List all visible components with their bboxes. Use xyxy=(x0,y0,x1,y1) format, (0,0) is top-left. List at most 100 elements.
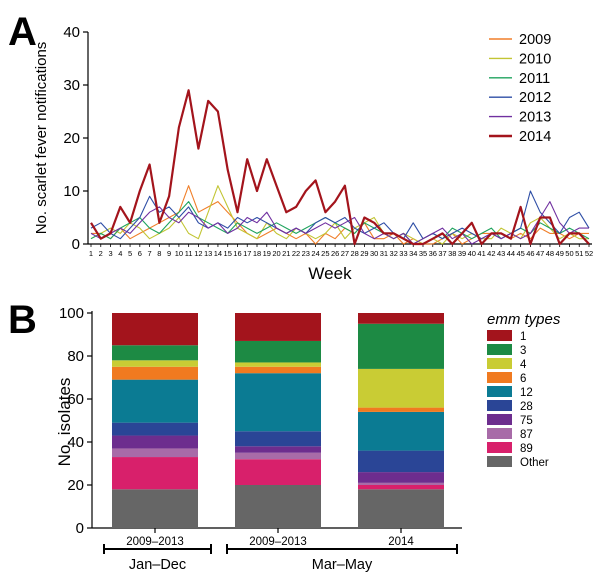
panel-a-x-tick-label: 16 xyxy=(233,249,241,258)
legend-label-3: 3 xyxy=(520,345,526,357)
panel-b-y-tick-label: 0 xyxy=(76,520,84,537)
bar-segment-75 xyxy=(358,472,444,483)
panel-a-y-axis-title: No. scarlet fever notifications xyxy=(33,42,50,235)
bar-segment-89 xyxy=(112,457,198,490)
bar-segment-87 xyxy=(358,482,444,485)
panel-a-x-tick-label: 46 xyxy=(526,249,534,258)
panel-a-x-tick-label: 31 xyxy=(380,249,388,258)
panel-a-x-axis-title: Week xyxy=(308,264,352,283)
panel-a-x-tick-label: 37 xyxy=(438,249,446,258)
bar-segment-1 xyxy=(235,313,321,341)
legend-label-2012: 2012 xyxy=(519,90,551,106)
legend-label-1: 1 xyxy=(520,331,526,343)
panel-a-x-tick-label: 21 xyxy=(282,249,290,258)
panel-a-x-tick-label: 25 xyxy=(321,249,329,258)
panel-a-x-tick-label: 30 xyxy=(370,249,378,258)
panel-a-x-tick-label: 2 xyxy=(99,249,103,258)
panel-a-legend: 2009 2010 2011 2012 2013 2014 xyxy=(489,32,551,145)
bar-segment-6 xyxy=(358,407,444,412)
panel-a-x-tick-label: 14 xyxy=(214,249,222,258)
bar-segment-4 xyxy=(235,362,321,367)
panel-a-x-tick-label: 5 xyxy=(128,249,132,258)
panel-a-x-tick-label: 10 xyxy=(175,249,183,258)
panel-a-x-tick-label: 52 xyxy=(585,249,593,258)
panel-b-legend-title: emm types xyxy=(487,311,561,328)
legend-label-6: 6 xyxy=(520,373,526,385)
panel-a-x-tick-label: 41 xyxy=(477,249,485,258)
bar-segment-Other xyxy=(112,489,198,528)
panel-a-x-tick-label: 47 xyxy=(536,249,544,258)
panel-a-y-tick-label: 30 xyxy=(63,77,80,94)
panel-a-x-tick-label: 1 xyxy=(89,249,93,258)
panel-a-x-tick-label: 43 xyxy=(497,249,505,258)
group-label: Mar–May xyxy=(312,557,373,573)
legend-label-2009: 2009 xyxy=(519,32,551,48)
panel-a-x-tick-label: 35 xyxy=(419,249,427,258)
panel-a-x-tick-label: 6 xyxy=(138,249,142,258)
panel-b-group-brackets: Jan–Dec Mar–May xyxy=(103,544,458,573)
panel-a-x-tick-label: 4 xyxy=(118,249,122,258)
bar-segment-87 xyxy=(112,448,198,458)
panel-b-axes: 0 20 40 60 80 100 2009–2013 2009–2013 2014 xyxy=(59,305,462,548)
bar-segment-Other xyxy=(358,489,444,528)
panel-b-y-tick-label: 80 xyxy=(67,348,84,365)
panel-b-legend: emm types 1 3 4 6 12 28 75 87 89 Other xyxy=(487,311,561,469)
legend-swatch-1 xyxy=(487,330,512,341)
bar-segment-3 xyxy=(112,345,198,361)
panel-b: B No. isolates 0 20 40 60 80 100 2009–2013 2009… xyxy=(8,298,561,573)
legend-swatch-3 xyxy=(487,344,512,355)
panel-a-x-tick-label: 51 xyxy=(575,249,583,258)
bar-category-label: 2009–2013 xyxy=(249,536,307,548)
stacked-bar xyxy=(358,313,444,528)
bar-segment-4 xyxy=(112,360,198,367)
panel-a-series xyxy=(90,89,590,246)
panel-a-x-tick-label: 11 xyxy=(185,249,193,258)
stacked-bar xyxy=(112,313,198,528)
bar-segment-12 xyxy=(235,373,321,432)
panel-b-y-tick-label: 20 xyxy=(67,477,84,494)
panel-a-x-tick-label: 36 xyxy=(429,249,437,258)
bar-segment-89 xyxy=(235,459,321,485)
bar-category-label: 2009–2013 xyxy=(126,536,184,548)
panel-b-y-tick-label: 60 xyxy=(67,391,84,408)
panel-a-x-tick-label: 20 xyxy=(272,249,280,258)
legend-label-28: 28 xyxy=(520,401,533,413)
legend-label-Other: Other xyxy=(520,457,549,469)
group-label: Jan–Dec xyxy=(129,557,186,573)
panel-a-y-tick-label: 20 xyxy=(63,130,80,147)
panel-a-letter: A xyxy=(8,10,37,54)
panel-a-x-tick-label: 17 xyxy=(243,249,251,258)
panel-a-x-tick-label: 29 xyxy=(360,249,368,258)
bar-segment-28 xyxy=(235,431,321,447)
bar-segment-6 xyxy=(235,366,321,374)
bar-segment-3 xyxy=(235,340,321,363)
panel-a-x-tick-label: 13 xyxy=(204,249,212,258)
panel-b-y-tick-label: 40 xyxy=(67,434,84,451)
panel-a-x-tick-label: 22 xyxy=(292,249,300,258)
panel-a-y-tick-label: 10 xyxy=(63,183,80,200)
legend-swatch-89 xyxy=(487,442,512,453)
panel-a-x-tick-label: 18 xyxy=(253,249,261,258)
panel-a-y-tick-label: 40 xyxy=(63,24,80,41)
legend-swatch-Other xyxy=(487,456,512,467)
bar-segment-12 xyxy=(358,411,444,451)
bar-segment-28 xyxy=(112,422,198,436)
panel-a-x-tick-label: 40 xyxy=(468,249,476,258)
panel-a-x-tick-label: 26 xyxy=(331,249,339,258)
panel-a-x-tick-label: 27 xyxy=(341,249,349,258)
panel-a-x-tick-label: 15 xyxy=(224,249,232,258)
panel-a-x-tick-label: 7 xyxy=(148,249,152,258)
panel-a-x-tick-label: 3 xyxy=(108,249,112,258)
legend-label-2014: 2014 xyxy=(519,129,551,145)
legend-label-75: 75 xyxy=(520,415,533,427)
panel-b-bars xyxy=(112,313,444,528)
panel-a-x-tick-label: 39 xyxy=(458,249,466,258)
group-bracket: Mar–May xyxy=(226,544,458,573)
panel-a-x-tick-label: 24 xyxy=(311,249,319,258)
legend-label-2013: 2013 xyxy=(519,110,551,126)
series-line-2010 xyxy=(90,185,589,245)
legend-label-4: 4 xyxy=(520,359,527,371)
bar-segment-4 xyxy=(358,368,444,408)
bar-segment-6 xyxy=(112,366,198,380)
